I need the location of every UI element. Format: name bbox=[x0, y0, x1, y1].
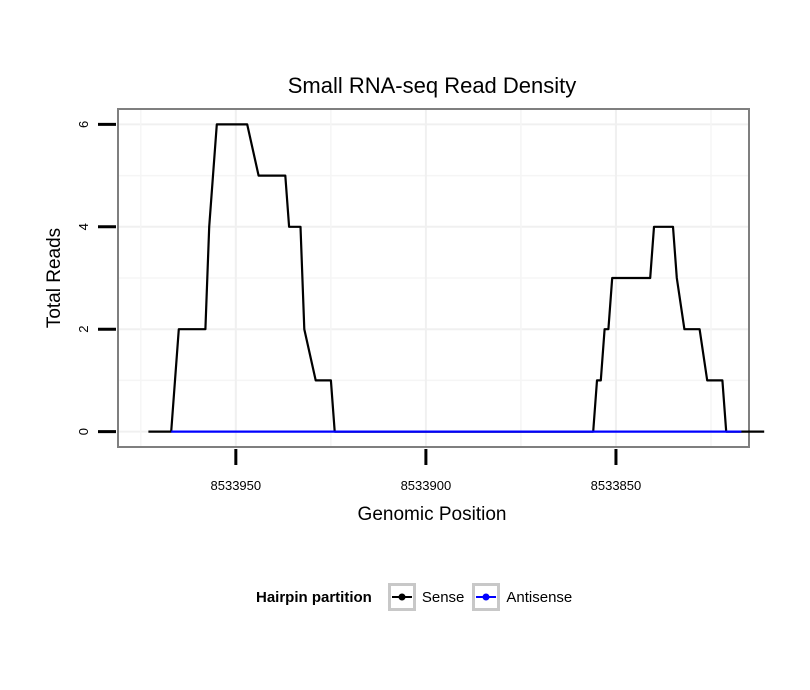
legend-key-antisense bbox=[472, 583, 501, 611]
y-tick-label: 2 bbox=[76, 326, 91, 333]
y-tick-label: 4 bbox=[76, 223, 91, 230]
axis-layer: 0 2 4 6 8533950 8533900 8533850 bbox=[76, 121, 641, 493]
legend: Hairpin partition Sense Antisense bbox=[256, 580, 580, 614]
y-axis-title: Total Reads bbox=[44, 228, 65, 328]
antisense-line-icon bbox=[476, 593, 497, 601]
x-tick-label: 8533850 bbox=[591, 478, 642, 493]
series-layer bbox=[148, 123, 765, 433]
chart-title: Small RNA-seq Read Density bbox=[288, 73, 577, 98]
legend-label-sense: Sense bbox=[421, 588, 465, 606]
y-tick-label: 6 bbox=[76, 121, 91, 128]
legend-label-antisense: Antisense bbox=[506, 588, 573, 606]
y-tick-label: 0 bbox=[76, 428, 91, 435]
x-tick-label: 8533950 bbox=[211, 478, 262, 493]
plot-panel-border bbox=[117, 108, 750, 448]
legend-title: Hairpin partition bbox=[256, 588, 372, 606]
x-axis-title: Genomic Position bbox=[358, 504, 507, 525]
legend-key-sense bbox=[387, 583, 416, 611]
grid bbox=[118, 109, 749, 447]
x-tick-label: 8533900 bbox=[401, 478, 452, 493]
sense-line-icon bbox=[391, 593, 412, 601]
